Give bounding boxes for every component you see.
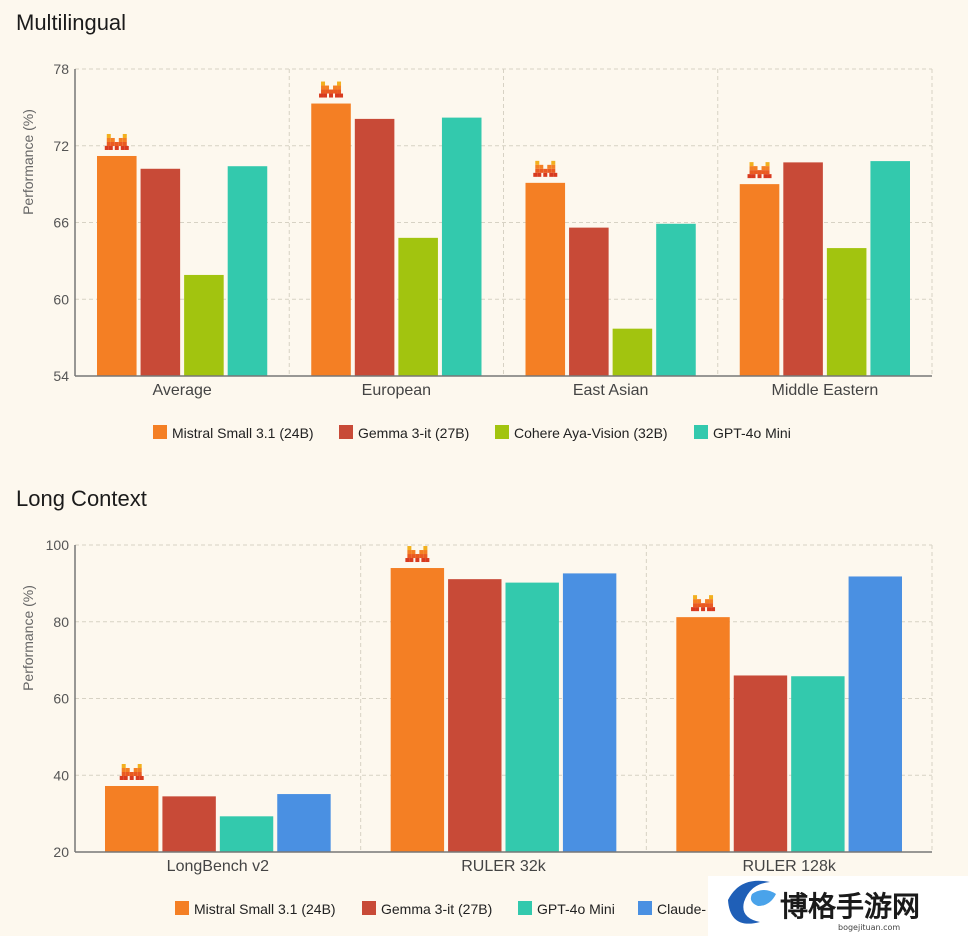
- bar: [562, 573, 617, 852]
- bar: [162, 796, 216, 852]
- bar: [826, 248, 867, 376]
- chart-title-long-context: Long Context: [16, 486, 147, 511]
- legend-label: Gemma 3-it (27B): [358, 425, 469, 441]
- y-tick-label: 60: [53, 291, 69, 307]
- bar: [398, 237, 438, 376]
- bar: [140, 168, 181, 376]
- y-tick-label: 66: [53, 215, 69, 231]
- bar: [505, 582, 559, 852]
- long-context-chart: 20 40 60 80 100 LongBench v2 RULER 32k RULER 12…: [46, 537, 933, 917]
- bar: [227, 166, 268, 376]
- bar: [97, 155, 137, 376]
- bar: [448, 579, 502, 852]
- legend-swatch: [694, 425, 708, 439]
- legend-label: GPT-4o Mini: [537, 901, 615, 917]
- legend-swatch: [175, 901, 189, 915]
- x-tick-label: Average: [152, 382, 211, 399]
- bar: [612, 328, 653, 376]
- x-tick-label: LongBench v2: [167, 858, 269, 875]
- legend-label: GPT-4o Mini: [713, 425, 791, 441]
- bar: [105, 785, 159, 852]
- legend-label: Gemma 3-it (27B): [381, 901, 492, 917]
- legend-swatch: [362, 901, 376, 915]
- x-tick-label: European: [362, 382, 431, 399]
- y-axis-label-multilingual: Performance (%): [20, 109, 36, 215]
- legend-label: Mistral Small 3.1 (24B): [194, 901, 336, 917]
- y-tick-label: 72: [53, 138, 69, 154]
- watermark-name: 博格手游网: [780, 890, 920, 923]
- legend-label: Cohere Aya-Vision (32B): [514, 425, 668, 441]
- legend-label: Mistral Small 3.1 (24B): [172, 425, 314, 441]
- bar: [870, 161, 910, 376]
- mistral-logo-icon: [319, 81, 344, 98]
- multilingual-chart: 54 60 66 72 78 Average European East Asian Middl…: [53, 61, 933, 441]
- y-tick-label: 60: [53, 691, 69, 707]
- bar: [277, 794, 331, 852]
- bar: [739, 184, 780, 376]
- watermark-url: bogejituan.com: [838, 923, 900, 932]
- bar: [441, 117, 482, 376]
- bar: [525, 182, 566, 376]
- bar: [219, 816, 274, 852]
- legend-swatch: [518, 901, 532, 915]
- y-tick-label: 80: [53, 614, 69, 630]
- watermark-logo-icon: [728, 880, 776, 924]
- legend-swatch: [339, 425, 353, 439]
- legend-swatch: [153, 425, 167, 439]
- mistral-logo-icon: [119, 763, 144, 780]
- y-axis-label-long-context: Performance (%): [20, 585, 36, 691]
- bar: [569, 227, 609, 376]
- mistral-logo-icon: [405, 546, 430, 563]
- y-tick-label: 78: [53, 61, 69, 77]
- legend-swatch: [495, 425, 509, 439]
- mistral-logo-icon: [691, 595, 716, 612]
- bar: [733, 675, 788, 852]
- y-tick-label: 100: [46, 537, 70, 553]
- mistral-logo-icon: [533, 160, 558, 177]
- y-tick-label: 54: [53, 368, 69, 384]
- x-tick-label: RULER 32k: [461, 858, 546, 875]
- y-tick-label: 40: [53, 767, 69, 783]
- mistral-logo-icon: [747, 162, 772, 179]
- x-tick-label: RULER 128k: [742, 858, 836, 875]
- bar: [783, 162, 823, 376]
- x-tick-label: Middle Eastern: [772, 382, 879, 399]
- legend-swatch: [638, 901, 652, 915]
- bar: [390, 568, 445, 852]
- y-tick-label: 20: [53, 844, 69, 860]
- watermark: 博格手游网 bogejituan.com: [708, 876, 968, 936]
- bar: [791, 676, 845, 852]
- bar: [184, 274, 224, 376]
- x-tick-label: East Asian: [573, 382, 649, 399]
- legend-label: Claude-: [657, 901, 706, 917]
- bar: [656, 223, 696, 376]
- mistral-logo-icon: [104, 133, 129, 150]
- chart-title-multilingual: Multilingual: [16, 10, 126, 35]
- bar: [676, 617, 730, 852]
- bar: [311, 103, 351, 376]
- bar: [848, 576, 902, 852]
- bar: [354, 118, 395, 376]
